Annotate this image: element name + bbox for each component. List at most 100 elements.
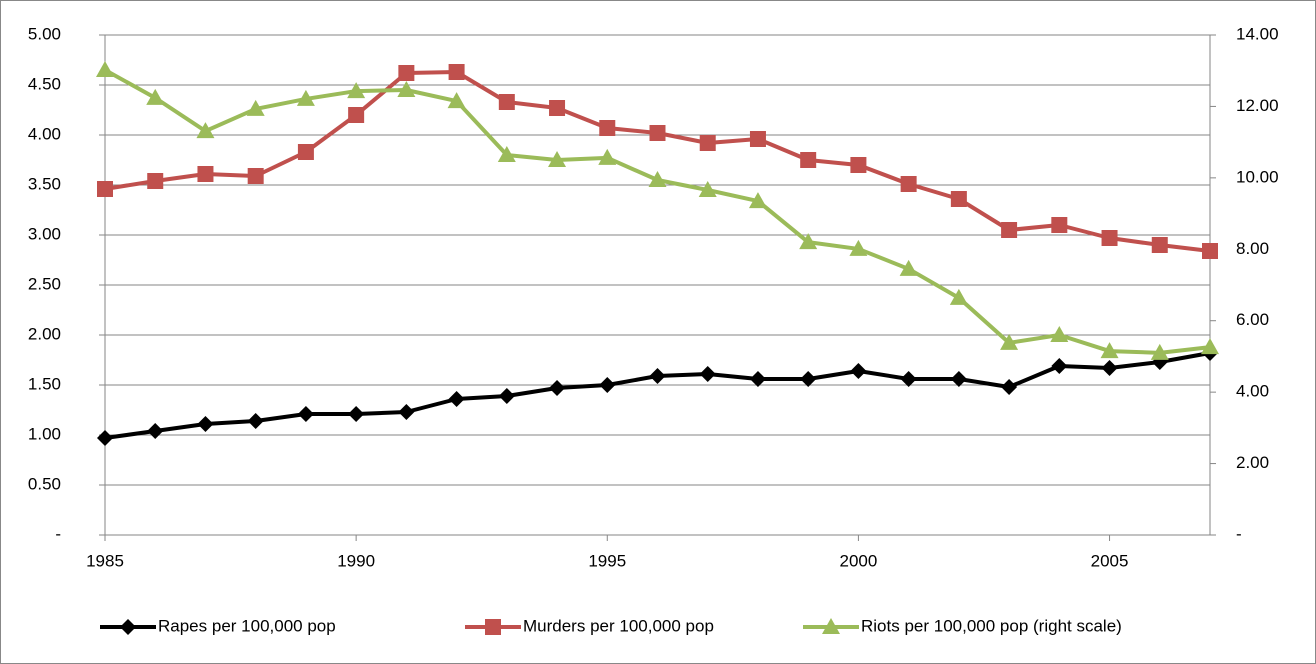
marker <box>297 406 314 422</box>
y-tick-label: 4.00 <box>28 124 61 143</box>
y-tick-label: - <box>55 524 61 543</box>
marker <box>748 192 767 209</box>
marker <box>648 171 667 187</box>
legend-marker <box>120 619 136 635</box>
y2-tick-label: 12.00 <box>1236 96 1279 115</box>
y2-tick-label: 6.00 <box>1236 310 1269 329</box>
y2-tick-label: - <box>1236 524 1242 543</box>
marker <box>800 371 817 387</box>
marker <box>800 152 817 168</box>
y-tick-label: 3.50 <box>28 174 61 193</box>
x-tick-label: 2005 <box>1091 551 1129 570</box>
marker <box>549 100 566 116</box>
marker <box>799 233 818 250</box>
marker <box>1051 217 1068 233</box>
x-tick-label: 2000 <box>839 551 877 570</box>
marker <box>699 366 716 382</box>
marker <box>598 148 617 165</box>
marker <box>950 371 967 387</box>
y-tick-label: 1.50 <box>28 374 61 393</box>
y2-tick-label: 14.00 <box>1236 24 1279 43</box>
marker <box>1101 230 1118 246</box>
marker <box>297 144 314 160</box>
marker <box>348 406 365 422</box>
marker <box>497 146 516 162</box>
marker <box>398 65 415 81</box>
marker <box>599 120 616 136</box>
marker <box>146 88 165 105</box>
marker <box>1100 342 1119 359</box>
y2-tick-label: 8.00 <box>1236 239 1269 258</box>
marker <box>348 107 365 123</box>
marker <box>900 176 917 192</box>
y2-tick-label: 2.00 <box>1236 453 1269 472</box>
marker <box>96 61 114 77</box>
y2-tick-label: 10.00 <box>1236 167 1279 186</box>
marker <box>850 157 867 173</box>
marker <box>698 181 717 197</box>
marker <box>147 423 164 439</box>
y-tick-label: 4.50 <box>28 74 61 93</box>
marker <box>448 64 465 80</box>
marker <box>900 371 917 387</box>
marker <box>1101 360 1118 376</box>
marker <box>1150 343 1169 360</box>
marker <box>247 168 264 184</box>
marker <box>347 82 366 99</box>
marker <box>1050 326 1069 342</box>
marker <box>97 181 113 197</box>
marker <box>1202 243 1218 259</box>
marker <box>749 371 766 387</box>
marker <box>699 135 716 151</box>
x-tick-label: 1985 <box>86 551 124 570</box>
marker <box>1051 358 1068 374</box>
marker <box>498 94 515 110</box>
marker <box>247 413 264 429</box>
marker <box>950 191 967 207</box>
marker <box>949 288 968 305</box>
marker <box>296 89 315 106</box>
y-tick-label: 1.00 <box>28 424 61 443</box>
marker <box>197 166 214 182</box>
legend-label: Rapes per 100,000 pop <box>158 616 336 635</box>
y-tick-label: 2.50 <box>28 274 61 293</box>
marker <box>448 391 465 407</box>
marker <box>1151 237 1168 253</box>
marker <box>196 122 215 139</box>
marker <box>97 430 113 446</box>
y-tick-label: 3.00 <box>28 224 61 243</box>
marker <box>447 92 466 109</box>
marker <box>649 125 666 141</box>
marker <box>397 81 416 97</box>
legend-label: Riots per 100,000 pop (right scale) <box>861 616 1122 635</box>
y2-tick-label: 4.00 <box>1236 382 1269 401</box>
legend-marker <box>822 618 840 634</box>
legend-label: Murders per 100,000 pop <box>523 616 714 635</box>
marker <box>1001 379 1018 395</box>
marker <box>398 404 415 420</box>
marker <box>549 380 566 396</box>
marker <box>1000 333 1019 350</box>
marker <box>498 388 515 404</box>
marker <box>599 377 616 393</box>
y-tick-label: 0.50 <box>28 474 61 493</box>
x-tick-label: 1990 <box>337 551 375 570</box>
marker <box>1001 222 1018 238</box>
marker <box>246 99 265 116</box>
marker <box>899 259 918 276</box>
marker <box>850 363 867 379</box>
marker <box>548 151 567 167</box>
y-tick-label: 5.00 <box>28 24 61 43</box>
marker <box>197 416 214 432</box>
marker <box>649 368 666 384</box>
y-tick-label: 2.00 <box>28 324 61 343</box>
marker <box>749 131 766 147</box>
marker <box>147 173 164 189</box>
marker <box>849 239 868 256</box>
x-tick-label: 1995 <box>588 551 626 570</box>
marker <box>1201 338 1219 355</box>
legend-marker <box>485 619 501 635</box>
